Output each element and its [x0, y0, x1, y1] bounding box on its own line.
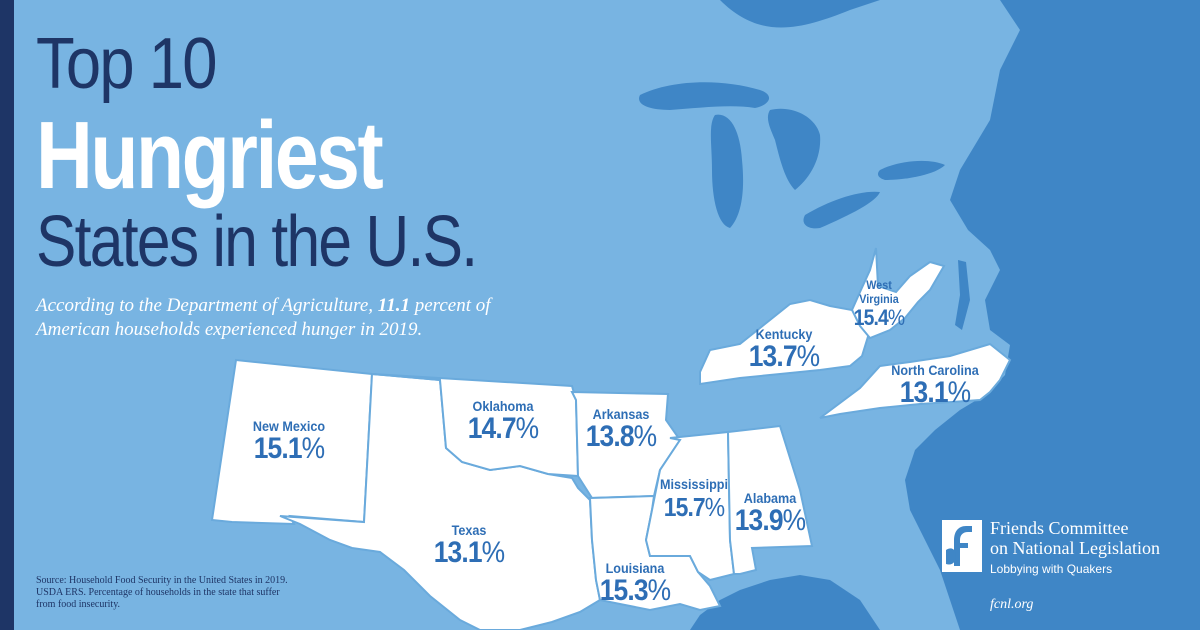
- fcnl-logo-icon: [942, 520, 982, 572]
- left-accent-bar: [0, 0, 14, 630]
- org-name-line-2: on National Legislation: [990, 538, 1160, 558]
- lake-superior: [639, 82, 770, 110]
- state-name: Texas: [451, 522, 487, 538]
- state-name: Kentucky: [755, 326, 813, 342]
- lake-michigan: [710, 114, 744, 228]
- state-label-alabama: Alabama 13.9%: [728, 490, 812, 536]
- state-label-new-mexico: New Mexico 15.1%: [234, 418, 344, 464]
- state-value: 15.1%: [253, 432, 325, 465]
- state-name: Oklahoma: [472, 398, 534, 414]
- state-value: 15.7%: [663, 492, 725, 522]
- state-label-west-virginia: West Virginia 15.4%: [848, 278, 910, 330]
- state-name: Alabama: [743, 490, 797, 506]
- state-name: Mississippi: [660, 476, 728, 492]
- lake-erie: [803, 191, 880, 229]
- title-line-2: Hungriest: [36, 102, 384, 209]
- state-label-mississippi: Mississippi 15.7%: [656, 476, 732, 522]
- state-value: 13.9%: [734, 504, 806, 537]
- state-label-arkansas: Arkansas 13.8%: [566, 406, 676, 452]
- state-shape-north-carolina: [819, 342, 1012, 419]
- org-name-line-1: Friends Committee: [990, 518, 1129, 538]
- subtitle-text-start: According to the Department of Agricultu…: [36, 295, 378, 316]
- source-note: Source: Household Food Security in the U…: [36, 575, 288, 610]
- state-value: 13.1%: [433, 536, 505, 569]
- state-value: 13.7%: [748, 340, 820, 373]
- state-name: North Carolina: [891, 362, 979, 378]
- state-name: Louisiana: [605, 560, 665, 576]
- state-name: Arkansas: [592, 406, 650, 422]
- title-line-1: Top 10: [36, 24, 217, 104]
- state-value: 14.7%: [467, 412, 539, 445]
- org-url: fcnl.org: [990, 597, 1034, 612]
- state-name: New Mexico: [252, 418, 326, 434]
- subtitle-text-end: percent of American households experienc…: [36, 295, 491, 340]
- state-value: 15.4%: [853, 305, 905, 330]
- state-shape-alabama: [726, 424, 814, 575]
- lake-ontario: [877, 160, 945, 180]
- subtitle-value: 11.1: [377, 295, 410, 316]
- org-tagline: Lobbying with Quakers: [990, 562, 1113, 576]
- chesapeake-bay: [955, 260, 970, 330]
- state-value: 13.8%: [585, 420, 657, 453]
- title-line-3: States in the U.S.: [36, 202, 478, 282]
- subtitle: According to the Department of Agricultu…: [36, 294, 556, 342]
- lake-huron: [767, 108, 821, 190]
- state-label-texas: Texas 13.1%: [414, 522, 524, 568]
- state-label-louisiana: Louisiana 15.3%: [590, 560, 680, 606]
- state-value: 13.1%: [899, 376, 971, 409]
- state-shape-west-virginia: [850, 247, 946, 340]
- state-label-kentucky: Kentucky 13.7%: [734, 326, 834, 372]
- state-label-oklahoma: Oklahoma 14.7%: [448, 398, 558, 444]
- state-value: 15.3%: [599, 574, 671, 607]
- org-name: Friends Committee on National Legislatio…: [990, 518, 1160, 558]
- state-name: West Virginia: [859, 278, 899, 306]
- state-label-north-carolina: North Carolina 13.1%: [880, 362, 990, 408]
